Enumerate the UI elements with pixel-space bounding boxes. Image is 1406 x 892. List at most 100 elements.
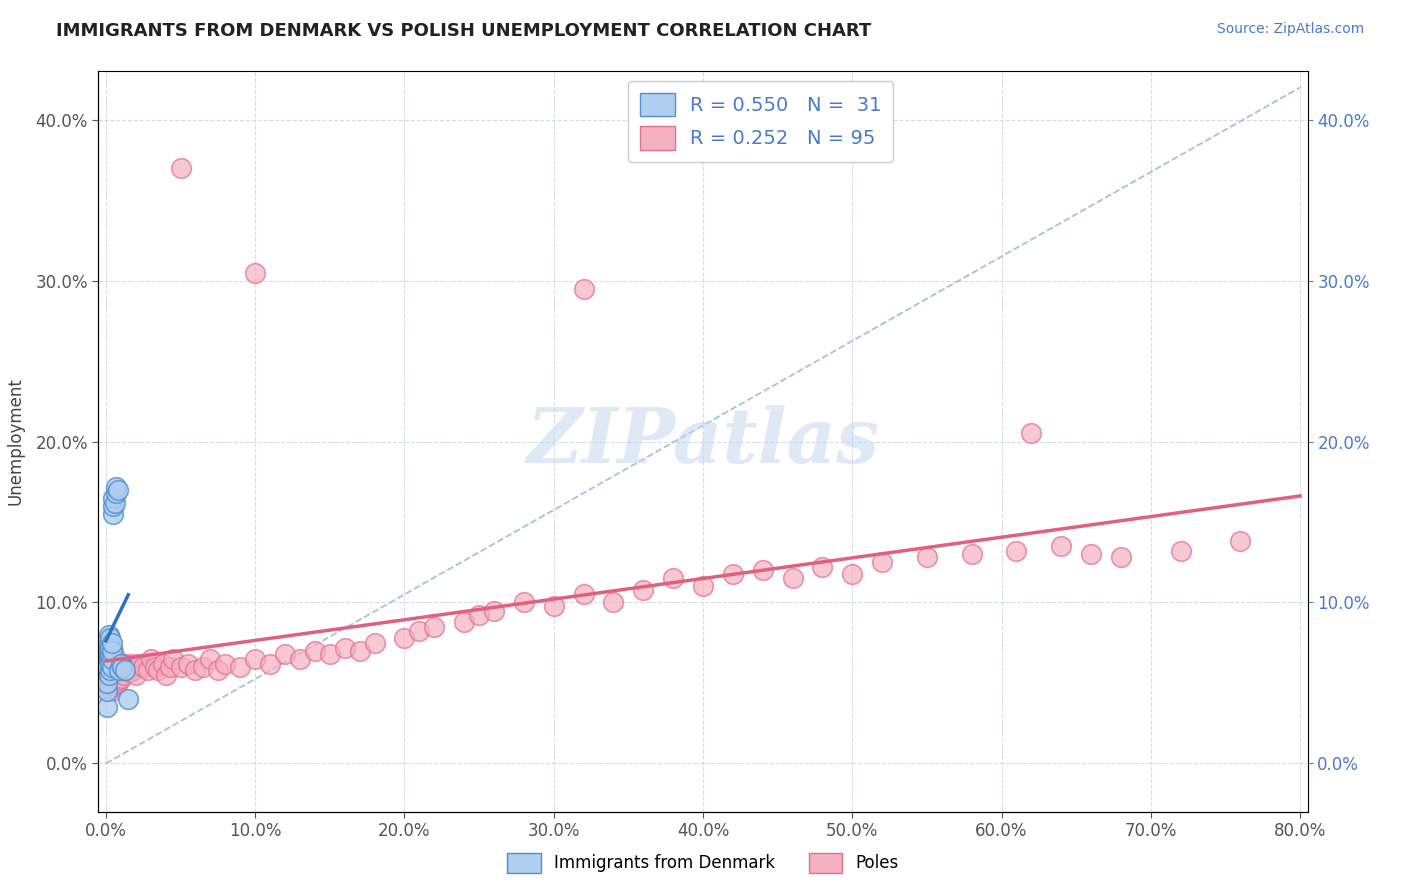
Point — [104, 679, 127, 693]
Point — [98, 647, 121, 661]
Point — [117, 660, 139, 674]
Point — [105, 676, 128, 690]
Point — [97, 676, 120, 690]
Point — [602, 595, 624, 609]
Point — [214, 657, 236, 671]
Point — [110, 657, 132, 671]
Point — [97, 636, 120, 650]
Point — [101, 673, 124, 687]
Point — [96, 668, 118, 682]
Point — [114, 663, 136, 677]
Point — [782, 571, 804, 585]
Point — [155, 668, 177, 682]
Point — [103, 668, 125, 682]
Point — [159, 660, 181, 674]
Point — [1021, 426, 1043, 441]
Point — [97, 652, 120, 666]
Point — [103, 657, 125, 671]
Point — [191, 660, 214, 674]
Point — [97, 652, 120, 666]
Point — [662, 571, 685, 585]
Text: IMMIGRANTS FROM DENMARK VS POLISH UNEMPLOYMENT CORRELATION CHART: IMMIGRANTS FROM DENMARK VS POLISH UNEMPL… — [56, 22, 872, 40]
Point — [207, 663, 229, 677]
Point — [125, 668, 148, 682]
Point — [136, 663, 159, 677]
Point — [120, 657, 142, 671]
Point — [101, 652, 124, 666]
Point — [468, 608, 491, 623]
Point — [259, 657, 281, 671]
Point — [98, 663, 121, 677]
Point — [101, 684, 124, 698]
Point — [105, 480, 128, 494]
Point — [1229, 534, 1251, 549]
Point — [104, 655, 127, 669]
Point — [152, 657, 174, 671]
Point — [101, 660, 124, 674]
Point — [101, 636, 124, 650]
Point — [200, 652, 222, 666]
Point — [101, 644, 124, 658]
Point — [811, 560, 834, 574]
Point — [108, 673, 131, 687]
Point — [103, 644, 125, 658]
Point — [572, 282, 595, 296]
Point — [98, 640, 121, 655]
Point — [107, 663, 129, 677]
Point — [108, 660, 131, 674]
Point — [349, 644, 371, 658]
Point — [841, 566, 863, 581]
Point — [98, 647, 121, 661]
Point — [162, 652, 184, 666]
Point — [229, 660, 252, 674]
Point — [274, 647, 297, 661]
Point — [97, 668, 120, 682]
Point — [482, 603, 505, 617]
Point — [112, 668, 135, 682]
Y-axis label: Unemployment: Unemployment — [7, 377, 24, 506]
Point — [1050, 539, 1073, 553]
Point — [423, 619, 446, 633]
Point — [1109, 550, 1132, 565]
Point — [96, 660, 118, 674]
Point — [104, 668, 127, 682]
Point — [104, 496, 127, 510]
Point — [97, 684, 120, 698]
Point — [105, 665, 128, 679]
Point — [97, 647, 120, 661]
Point — [146, 663, 169, 677]
Legend: Immigrants from Denmark, Poles: Immigrants from Denmark, Poles — [501, 847, 905, 880]
Point — [111, 663, 134, 677]
Point — [513, 595, 536, 609]
Point — [98, 631, 121, 645]
Point — [117, 692, 139, 706]
Point — [97, 640, 120, 655]
Point — [408, 624, 430, 639]
Point — [107, 676, 129, 690]
Point — [1080, 547, 1102, 561]
Point — [98, 660, 121, 674]
Point — [543, 599, 565, 613]
Point — [98, 657, 121, 671]
Point — [1170, 544, 1192, 558]
Point — [97, 663, 120, 677]
Point — [288, 652, 311, 666]
Point — [184, 663, 207, 677]
Point — [103, 679, 125, 693]
Point — [243, 652, 266, 666]
Point — [915, 550, 938, 565]
Point — [128, 657, 150, 671]
Point — [870, 555, 893, 569]
Point — [394, 631, 416, 645]
Point — [1005, 544, 1028, 558]
Point — [960, 547, 983, 561]
Point — [333, 640, 356, 655]
Point — [363, 636, 385, 650]
Point — [751, 563, 773, 577]
Point — [103, 507, 125, 521]
Point — [243, 266, 266, 280]
Point — [96, 652, 118, 666]
Point — [572, 587, 595, 601]
Point — [169, 161, 191, 175]
Point — [97, 628, 120, 642]
